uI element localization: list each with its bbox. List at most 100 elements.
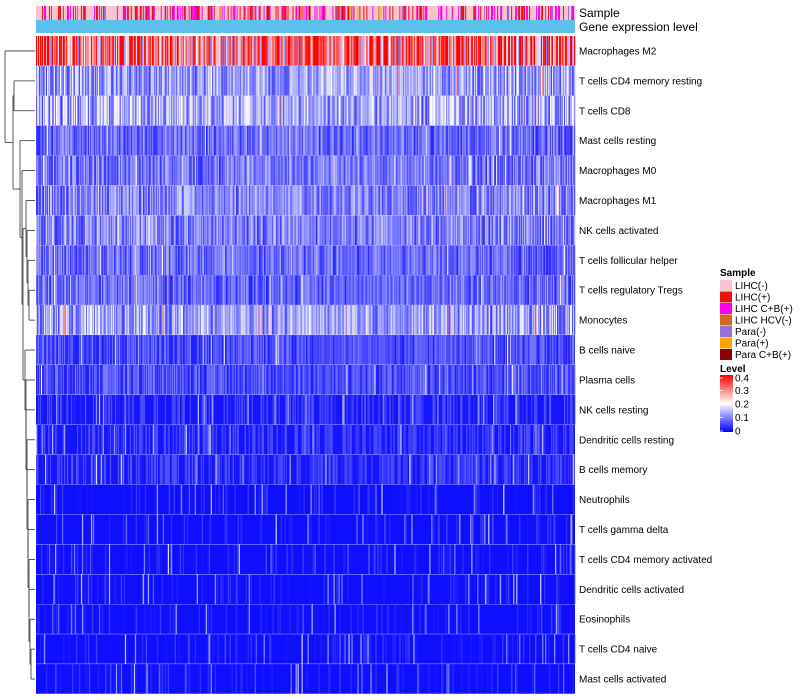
heatmap-cell [307,215,309,246]
heatmap-cell [466,215,468,246]
heatmap-cell [231,95,233,126]
heatmap-cell [83,95,86,126]
heatmap-cell [506,95,508,126]
heatmap-cell [310,245,312,276]
heatmap-cell [309,36,311,66]
heatmap-cell [202,245,204,276]
heatmap-cell [393,185,395,216]
sample-annotation-cell [479,6,481,20]
heatmap-cell [38,305,40,336]
heatmap-cell [59,125,62,156]
heatmap-cell [42,275,45,306]
heatmap-cell [467,275,469,306]
heatmap-cell [267,65,269,96]
heatmap-cell [196,245,198,276]
heatmap-cell [36,65,38,96]
sample-annotation-cell [71,6,74,20]
heatmap-cell [303,95,305,126]
heatmap-cell [316,155,318,186]
heatmap-cell [514,125,516,156]
heatmap-cell [431,275,433,306]
sample-annotation-cell [508,6,510,20]
heatmap-cell [444,65,446,96]
sample-annotation-cell [311,6,313,20]
heatmap-cell [378,155,380,186]
sample-annotation-cell [430,6,432,20]
heatmap-cell [450,275,452,306]
heatmap-cell [471,65,473,96]
heatmap-cell [512,275,514,306]
heatmap-cell [377,185,379,216]
heatmap-cell [71,185,74,216]
heatmap-cell [366,95,368,126]
heatmap-cell [423,65,425,96]
heatmap-cell [363,65,365,96]
heatmap-cell [403,185,405,216]
heatmap-cell [288,36,290,66]
heatmap-cell [499,36,501,66]
heatmap-cell [501,95,503,126]
heatmap-cell [129,36,132,66]
heatmap-cell [533,95,535,126]
heatmap-cell [562,36,564,66]
heatmap-cell [569,155,571,186]
sample-annotation-cell [123,6,126,20]
heatmap-cell [152,245,155,276]
heatmap-cell [196,185,198,216]
heatmap-cell [39,65,42,96]
heatmap-cell [81,245,84,276]
sample-annotation-cell [212,6,214,20]
heatmap-cell [470,185,472,216]
heatmap-cell [465,155,467,186]
heatmap-cell [417,155,419,186]
heatmap-cell [558,245,560,276]
heatmap-cell [127,185,130,216]
heatmap-cell [335,245,337,276]
heatmap-cell [543,95,545,126]
heatmap-cell [500,275,502,306]
heatmap-cell [538,275,540,306]
heatmap-cell [166,215,169,246]
heatmap-cell [44,155,47,186]
heatmap-cell [449,215,451,246]
heatmap-cell [541,215,543,246]
heatmap-cell [253,155,255,186]
sample-annotation-cell [533,6,535,20]
heatmap-cell [359,95,361,126]
heatmap-cell [228,95,230,126]
heatmap-cell [121,65,124,96]
sample-annotation-cell [528,6,530,20]
heatmap-cell [249,245,251,276]
heatmap-cell [371,155,373,186]
heatmap-cell [214,65,216,96]
heatmap-cell [53,125,56,156]
heatmap-cell [237,36,239,66]
heatmap-cell [360,95,362,126]
heatmap-cell [498,36,500,66]
heatmap-cell [240,275,242,306]
heatmap-cell [564,275,566,306]
heatmap-cell [215,185,217,216]
heatmap-cell [411,185,413,216]
heatmap-cell [85,65,88,96]
heatmap-cell [177,215,180,246]
heatmap-cell [503,65,505,96]
sample-annotation-cell [466,6,468,20]
heatmap-cell [216,245,218,276]
heatmap-cell [307,185,309,216]
heatmap-cell [555,155,557,186]
heatmap-cell [153,245,156,276]
heatmap-cell [544,185,546,216]
heatmap-cell [392,275,394,306]
heatmap-cell [455,36,457,66]
heatmap-cell [309,215,311,246]
heatmap-cell [473,36,475,66]
heatmap-cell [76,215,79,246]
heatmap-cell [230,36,232,66]
heatmap-cell [74,125,77,156]
heatmap-cell [130,36,133,66]
heatmap-cell [91,245,94,276]
heatmap-cell [256,65,258,96]
heatmap-cell [510,36,512,66]
heatmap-cell [52,36,55,66]
